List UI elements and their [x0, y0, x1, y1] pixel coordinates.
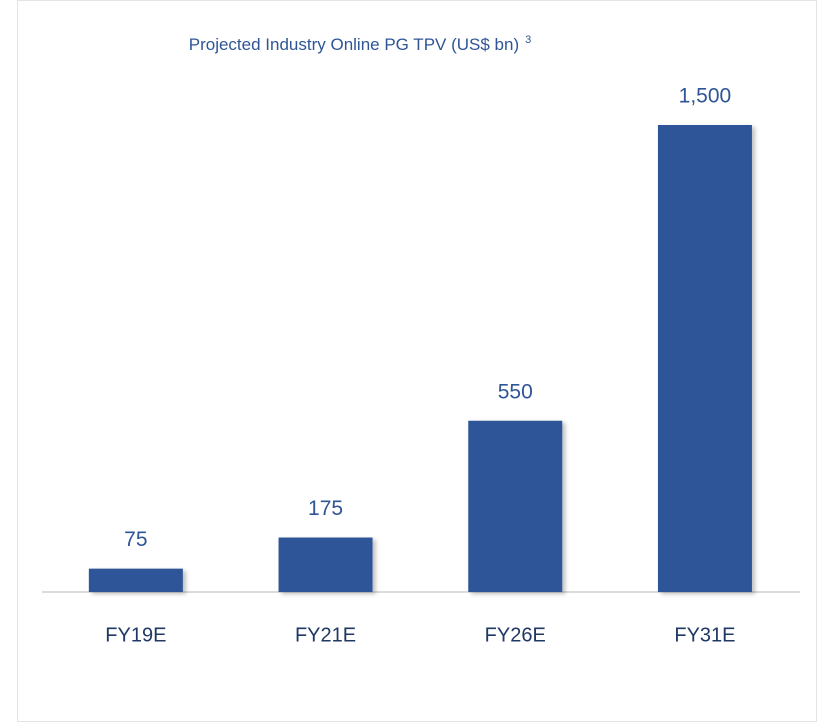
bar	[88, 568, 183, 592]
x-tick-label: FY21E	[295, 624, 356, 646]
value-label: 550	[498, 380, 533, 403]
title-text: Projected Industry Online PG TPV (US$ bn…	[189, 35, 519, 54]
bar	[468, 420, 563, 592]
value-label: 1,500	[679, 85, 732, 108]
bar	[657, 125, 752, 592]
x-tick-label: FY19E	[105, 624, 166, 646]
value-label: 175	[308, 497, 343, 520]
chart-title: Projected Industry Online PG TPV (US$ bn…	[189, 34, 532, 55]
title-footnote: 3	[525, 34, 531, 46]
value-label: 75	[124, 528, 147, 551]
x-tick-label: FY31E	[674, 624, 735, 646]
bar	[278, 537, 373, 592]
x-tick-label: FY26E	[485, 624, 546, 646]
